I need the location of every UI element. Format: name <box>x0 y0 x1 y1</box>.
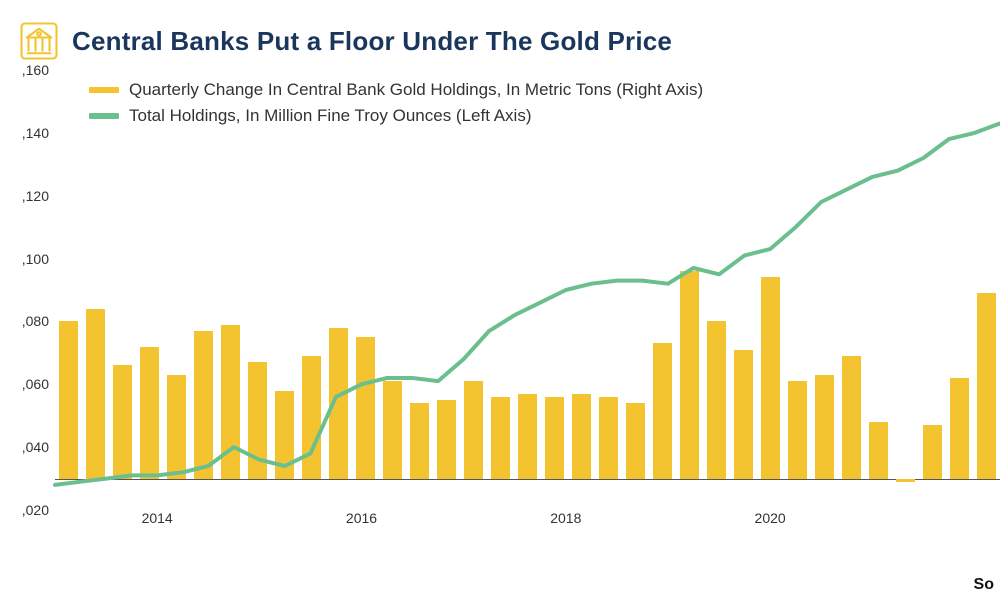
x-tick-label: 2018 <box>550 510 581 526</box>
chart-title: Central Banks Put a Floor Under The Gold… <box>72 26 672 57</box>
y-tick-label: ,020 <box>22 502 49 518</box>
y-tick-label: ,040 <box>22 439 49 455</box>
plot-region: Quarterly Change In Central Bank Gold Ho… <box>55 70 1000 510</box>
source-fragment: So <box>974 576 994 594</box>
legend-item-line: Total Holdings, In Million Fine Troy Oun… <box>89 106 703 126</box>
y-tick-label: ,060 <box>22 376 49 392</box>
legend-swatch-bars <box>89 87 119 93</box>
y-axis-left: ,020,040,060,080,100,120,140,160 <box>0 70 55 510</box>
chart-header: Central Banks Put a Floor Under The Gold… <box>18 20 672 62</box>
x-axis: 2014 2016 2018 2020 <box>55 510 1000 540</box>
y-tick-label: ,160 <box>22 62 49 78</box>
legend-swatch-line <box>89 113 119 119</box>
legend: Quarterly Change In Central Bank Gold Ho… <box>89 80 703 126</box>
y-tick-label: ,080 <box>22 313 49 329</box>
legend-item-bars: Quarterly Change In Central Bank Gold Ho… <box>89 80 703 100</box>
legend-label-bars: Quarterly Change In Central Bank Gold Ho… <box>129 80 703 100</box>
y-tick-label: ,100 <box>22 251 49 267</box>
x-tick-label: 2016 <box>346 510 377 526</box>
chart-area: ,020,040,060,080,100,120,140,160 Quarter… <box>0 70 1000 560</box>
bank-icon <box>18 20 60 62</box>
y-tick-label: ,140 <box>22 125 49 141</box>
y-tick-label: ,120 <box>22 188 49 204</box>
x-tick-label: 2014 <box>142 510 173 526</box>
line-series <box>55 70 1000 510</box>
legend-label-line: Total Holdings, In Million Fine Troy Oun… <box>129 106 532 126</box>
x-tick-label: 2020 <box>755 510 786 526</box>
